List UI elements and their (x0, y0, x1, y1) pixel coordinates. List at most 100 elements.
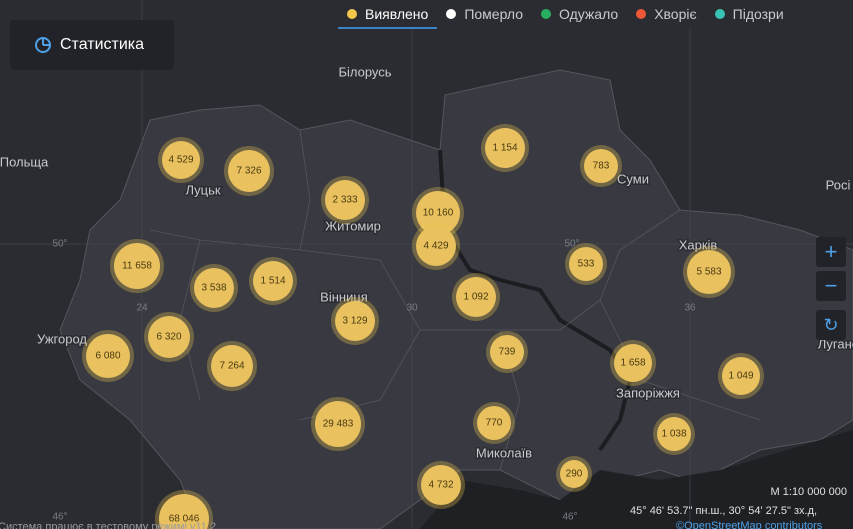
zoom-out[interactable]: − (816, 271, 846, 301)
place-label: Харків (679, 237, 718, 252)
tab-label: Померло (464, 5, 524, 22)
cluster[interactable]: 783 (580, 145, 622, 187)
tab[interactable]: Підозри (706, 0, 793, 29)
graticule-label: 50° (564, 239, 579, 250)
cluster-circle (148, 316, 190, 358)
cluster[interactable]: 1 658 (610, 340, 656, 386)
place-label: Білорусь (338, 64, 391, 79)
cluster[interactable]: 1 049 (718, 353, 764, 399)
cluster-circle (335, 301, 375, 341)
graticule-label: 50° (52, 239, 67, 250)
tab[interactable]: Померло (437, 0, 532, 29)
cluster[interactable]: 739 (486, 331, 528, 373)
cluster-circle (477, 406, 511, 440)
refresh[interactable]: ↻ (816, 310, 846, 340)
cluster-count: 783 (593, 161, 610, 172)
cluster[interactable]: 5 583 (683, 246, 735, 298)
place-label: Миколаїв (476, 445, 532, 460)
cluster-count: 6 080 (95, 351, 120, 362)
tab-dot (446, 8, 457, 19)
cluster-count: 2 333 (332, 195, 357, 206)
cluster[interactable]: 2 333 (321, 176, 369, 224)
cluster-circle (162, 141, 200, 179)
graticule-label: 36 (684, 303, 696, 314)
cluster-count: 770 (486, 418, 503, 429)
cluster[interactable]: 4 732 (417, 461, 465, 509)
cluster[interactable]: 29 483 (311, 397, 365, 451)
coordinates: 45° 46' 53.7" пн.ш., 30° 54' 27.5" зх.д, (630, 505, 818, 517)
cluster-count: 1 038 (661, 429, 686, 440)
cluster-circle (228, 150, 270, 192)
cluster-circle (114, 243, 160, 289)
cluster[interactable]: 1 092 (452, 273, 500, 321)
cluster[interactable]: 11 658 (110, 239, 164, 293)
cluster-count: 3 129 (342, 316, 367, 327)
cluster[interactable]: 6 320 (144, 312, 194, 362)
sea (420, 430, 853, 529)
cluster[interactable]: 770 (473, 402, 515, 444)
attribution[interactable]: ©OpenStreetMap contributors (676, 520, 823, 529)
cluster[interactable]: 1 154 (481, 124, 529, 172)
cluster[interactable]: 68 046 (155, 490, 213, 529)
cluster[interactable]: 10 160 (412, 187, 464, 239)
cluster-count: 7 264 (219, 361, 244, 372)
cluster[interactable]: 1 514 (249, 257, 297, 305)
tab-label: Одужало (559, 5, 619, 22)
graticule-label: 46° (52, 512, 67, 523)
cluster-count: 533 (578, 259, 595, 270)
cluster-circle (614, 344, 652, 382)
cluster-count: 1 154 (492, 143, 517, 154)
cluster-circle (485, 128, 525, 168)
cluster-circle (687, 250, 731, 294)
place-label: Запоріжжя (616, 385, 680, 400)
cluster[interactable]: 6 080 (82, 330, 134, 382)
place-label: Росі (826, 177, 851, 192)
cluster-count: 10 160 (423, 208, 454, 219)
stats-label: Статистика (60, 36, 145, 53)
tab-label: Підозри (732, 5, 784, 22)
tabs: Виявлено Померло Одужало Хворіє Підозри (338, 0, 793, 29)
graticule-label: 46° (562, 512, 577, 523)
cluster-circle (456, 277, 496, 317)
cluster[interactable]: 1 038 (653, 413, 695, 455)
cluster-circle (490, 335, 524, 369)
cluster-count: 6 320 (156, 332, 181, 343)
cluster-circle (569, 247, 603, 281)
cluster[interactable]: 7 264 (207, 341, 257, 391)
cluster-circle (421, 465, 461, 505)
cluster[interactable]: 4 429 (412, 222, 460, 270)
cluster-circle (325, 180, 365, 220)
cluster-count: 1 514 (260, 276, 285, 287)
tab-dot (347, 8, 357, 19)
graticule-label: 30 (406, 303, 418, 314)
cluster-circle (416, 191, 460, 235)
cluster-count: 1 658 (620, 358, 645, 369)
tab-label: Виявлено (365, 5, 429, 22)
scale: M 1:10 000 000 (770, 486, 847, 498)
cluster[interactable]: 533 (565, 243, 607, 285)
cluster[interactable]: 3 129 (331, 297, 379, 345)
place-label: Суми (617, 171, 649, 186)
cluster[interactable]: 3 538 (190, 264, 238, 312)
cluster[interactable]: 290 (556, 456, 592, 492)
cluster-circle (86, 334, 130, 378)
chart-icon (35, 37, 51, 53)
tab[interactable]: Одужало (532, 0, 627, 29)
cluster[interactable]: 7 326 (224, 146, 274, 196)
cluster-circle (657, 417, 691, 451)
cluster-count: 1 092 (463, 292, 488, 303)
cluster-count: 739 (499, 347, 516, 358)
cluster[interactable]: 4 529 (158, 137, 204, 183)
cluster-count: 5 583 (696, 267, 721, 278)
cluster-count: 11 658 (122, 261, 152, 272)
zoom-in[interactable]: + (816, 237, 846, 267)
stats-button[interactable]: Статистика (10, 20, 174, 70)
tab[interactable]: Хворіє (627, 0, 705, 29)
place-label: Польща (0, 154, 49, 169)
tab-dot (636, 8, 647, 19)
tab[interactable]: Виявлено (338, 0, 438, 29)
cluster-circle (194, 268, 234, 308)
cluster-circle (584, 149, 618, 183)
